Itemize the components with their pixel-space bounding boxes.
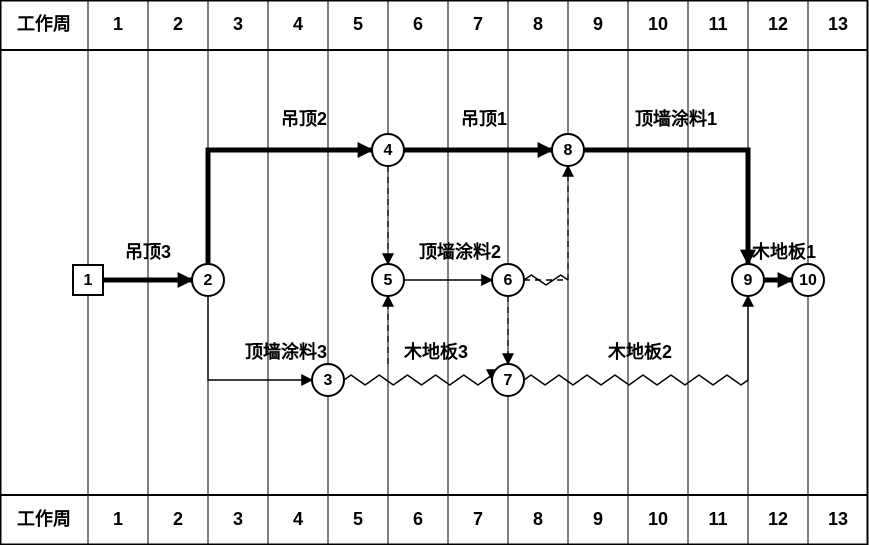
week-header-top: 13 bbox=[828, 14, 848, 34]
week-header-bottom: 1 bbox=[113, 509, 123, 529]
week-header-bottom: 11 bbox=[708, 509, 727, 529]
edge-label: 顶墙涂料2 bbox=[419, 241, 501, 262]
node-5: 5 bbox=[372, 264, 404, 296]
svg-text:7: 7 bbox=[504, 372, 513, 389]
week-header-bottom: 12 bbox=[768, 509, 788, 529]
week-header-top: 10 bbox=[648, 14, 668, 34]
edge-label: 顶墙涂料1 bbox=[635, 108, 717, 129]
week-header-bottom: 9 bbox=[593, 509, 603, 529]
week-header-bottom: 10 bbox=[648, 509, 668, 529]
week-header-top: 8 bbox=[533, 14, 543, 34]
svg-text:4: 4 bbox=[384, 142, 393, 159]
edge-label: 吊顶2 bbox=[281, 109, 327, 129]
edge-label: 木地板3 bbox=[403, 341, 468, 362]
node-2: 2 bbox=[192, 264, 224, 296]
week-header-bottom: 7 bbox=[473, 509, 483, 529]
week-header-top: 12 bbox=[768, 14, 788, 34]
week-header-top: 6 bbox=[413, 14, 423, 34]
svg-text:6: 6 bbox=[504, 272, 513, 289]
edge-label: 木地板1 bbox=[751, 241, 816, 262]
network-diagram: 工作周工作周1122334455667788991010111112121313… bbox=[0, 0, 869, 545]
week-header-top: 4 bbox=[293, 14, 303, 34]
week-header-bottom: 2 bbox=[173, 509, 183, 529]
svg-text:2: 2 bbox=[204, 272, 213, 289]
edges: 吊顶3 吊顶2 吊顶1 顶墙涂料1 木地板1 顶墙涂料3 顶墙涂料2 木地板3 木地板2 bbox=[104, 108, 816, 385]
week-header-top: 3 bbox=[233, 14, 243, 34]
row-label-bottom: 工作周 bbox=[17, 508, 71, 529]
week-header-bottom: 3 bbox=[233, 509, 243, 529]
week-header-bottom: 4 bbox=[293, 509, 303, 529]
week-header-top: 1 bbox=[113, 14, 123, 34]
week-header-bottom: 5 bbox=[353, 509, 363, 529]
svg-text:3: 3 bbox=[324, 372, 333, 389]
node-3: 3 bbox=[312, 364, 344, 396]
node-10: 10 bbox=[792, 264, 824, 296]
node-6: 6 bbox=[492, 264, 524, 296]
svg-text:1: 1 bbox=[84, 272, 93, 289]
svg-text:5: 5 bbox=[384, 272, 393, 289]
svg-text:10: 10 bbox=[799, 272, 817, 289]
week-header-bottom: 8 bbox=[533, 509, 543, 529]
node-1: 1 bbox=[73, 265, 103, 295]
week-header-top: 5 bbox=[353, 14, 363, 34]
edge-label: 木地板2 bbox=[607, 341, 672, 362]
edge-label: 顶墙涂料3 bbox=[245, 341, 327, 362]
node-4: 4 bbox=[372, 134, 404, 166]
week-header-top: 2 bbox=[173, 14, 183, 34]
edge-label: 吊顶1 bbox=[461, 109, 507, 129]
week-header-top: 11 bbox=[708, 14, 727, 34]
node-9: 9 bbox=[732, 264, 764, 296]
node-8: 8 bbox=[552, 134, 584, 166]
week-header-bottom: 13 bbox=[828, 509, 848, 529]
row-label-top: 工作周 bbox=[17, 13, 71, 34]
svg-text:9: 9 bbox=[744, 272, 753, 289]
week-header-bottom: 6 bbox=[413, 509, 423, 529]
node-7: 7 bbox=[492, 364, 524, 396]
week-header-top: 7 bbox=[473, 14, 483, 34]
edge-label: 吊顶3 bbox=[125, 242, 171, 262]
week-header-top: 9 bbox=[593, 14, 603, 34]
svg-text:8: 8 bbox=[564, 142, 573, 159]
